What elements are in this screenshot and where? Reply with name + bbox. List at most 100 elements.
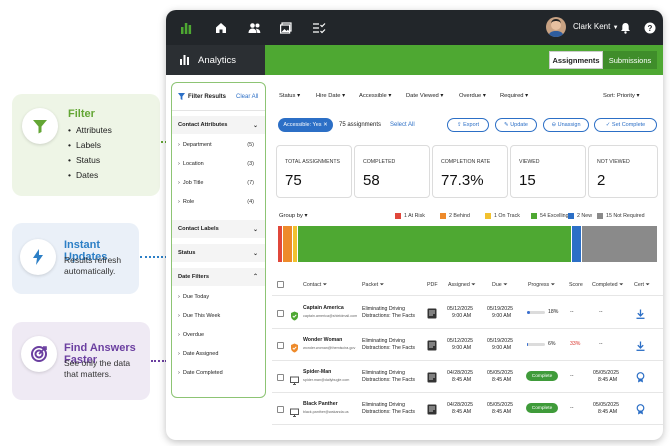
contact-name[interactable]: Captain America <box>303 305 344 311</box>
row-checkbox[interactable] <box>277 342 284 349</box>
filter-icon[interactable]: ⏷ <box>503 282 508 288</box>
filter-icon[interactable]: ⏷ <box>619 282 624 288</box>
unassign-button[interactable]: ⊖ Unassign <box>543 118 589 132</box>
update-button[interactable]: ✎ Update <box>495 118 537 132</box>
filter-icon[interactable]: ⏷ <box>322 282 327 288</box>
sidebar-item-date-assigned[interactable]: › Date Assigned <box>178 351 260 357</box>
section-label: Contact Labels <box>178 226 219 232</box>
bar-segment[interactable] <box>298 226 571 262</box>
bar-segment[interactable] <box>582 226 657 262</box>
contact-name[interactable]: Wonder Woman <box>303 337 343 343</box>
tab-submissions[interactable]: Submissions <box>603 51 657 69</box>
tab-assignments[interactable]: Assignments <box>549 51 603 69</box>
filter-icon[interactable]: ⏷ <box>550 282 555 288</box>
certificate-icon[interactable] <box>636 370 645 388</box>
sidebar-item-department[interactable]: › Department (5) <box>178 142 260 148</box>
col-cert[interactable]: Cert ⏷ <box>634 282 650 288</box>
users-icon[interactable] <box>246 20 262 36</box>
checklist-icon[interactable] <box>311 20 327 36</box>
bar-segment[interactable] <box>293 226 298 262</box>
avatar[interactable] <box>546 17 566 37</box>
caret-down-icon: ▾ <box>440 93 444 99</box>
col-contact[interactable]: Contact ⏷ <box>303 282 327 288</box>
section-date-filters[interactable]: Date Filters ⌃ <box>172 268 265 286</box>
filter-date-viewed[interactable]: Date Viewed ▾ <box>406 93 444 99</box>
col-progress[interactable]: Progress ⏷ <box>528 282 555 288</box>
sidebar-item-job-title[interactable]: › Job Title (7) <box>178 180 260 186</box>
download-icon[interactable] <box>636 306 645 324</box>
sidebar-title: Filter Results <box>188 94 227 100</box>
filter-overdue[interactable]: Overdue ▾ <box>459 93 486 99</box>
chevron-right-icon: › <box>178 332 180 338</box>
section-contact-labels[interactable]: Contact Labels ⌄ <box>172 220 265 238</box>
sort-dropdown[interactable]: Sort: Priority ▾ <box>603 93 640 99</box>
row-checkbox[interactable] <box>277 406 284 413</box>
legend-label: 2 Behind <box>449 213 470 219</box>
sidebar-item-overdue[interactable]: › Overdue <box>178 332 260 338</box>
col-assigned[interactable]: Assigned ⏷ <box>448 282 476 288</box>
select-all-checkbox[interactable] <box>277 281 284 288</box>
document-icon[interactable] <box>427 338 437 356</box>
packet-name: Distractions: The Facts <box>362 313 415 319</box>
sidebar-item-due-today[interactable]: › Due Today <box>178 294 260 300</box>
status-shield-icon <box>290 308 299 326</box>
bell-icon[interactable] <box>617 20 633 36</box>
col-completed[interactable]: Completed ⏷ <box>592 282 624 288</box>
filter-chip-accessible[interactable]: Accessible: Yes ✕ <box>278 118 333 132</box>
list-item: Status <box>68 153 112 168</box>
clear-all-link[interactable]: Clear All <box>236 94 259 100</box>
progress-status-badge: Complete <box>526 371 558 381</box>
document-icon[interactable] <box>427 402 437 420</box>
sidebar-item-role[interactable]: › Role (4) <box>178 199 260 205</box>
sidebar-item-location[interactable]: › Location (3) <box>178 161 260 167</box>
chevron-right-icon: › <box>178 294 180 300</box>
close-icon[interactable]: ✕ <box>323 122 328 128</box>
set-complete-button[interactable]: ✓ Set Complete <box>594 118 657 132</box>
document-icon[interactable] <box>427 306 437 324</box>
bar-segment[interactable] <box>283 226 293 262</box>
bar-segment[interactable] <box>571 226 581 262</box>
bar-segment[interactable] <box>278 226 283 262</box>
chevron-down-icon: ⌄ <box>252 123 258 129</box>
filter-icon[interactable]: ⏷ <box>645 282 650 288</box>
section-status[interactable]: Status ⌄ <box>172 244 265 262</box>
row-checkbox[interactable] <box>277 374 284 381</box>
user-name[interactable]: Clark Kent ▼ <box>573 22 619 31</box>
check-circle-icon: ✓ <box>605 122 611 128</box>
contact-email: captain.america@shieldmail.com <box>303 314 358 318</box>
stat-card-not-viewed: NOT VIEWED 2 <box>588 145 658 198</box>
filter-hire-date[interactable]: Hire Date ▾ <box>316 93 346 99</box>
sidebar-item-due-this-week[interactable]: › Due This Week <box>178 313 260 319</box>
filter-icon[interactable]: ⏷ <box>471 282 476 288</box>
document-icon[interactable] <box>427 370 437 388</box>
chevron-right-icon: › <box>178 161 180 167</box>
select-all-link[interactable]: Select All <box>390 122 415 128</box>
divider <box>172 110 265 111</box>
section-label: Contact Attributes <box>178 122 228 128</box>
filter-accessible[interactable]: Accessible ▾ <box>359 93 392 99</box>
stat-value: 2 <box>597 172 606 189</box>
contact-name[interactable]: Spider-Man <box>303 369 332 375</box>
col-due[interactable]: Due ⏷ <box>492 282 508 288</box>
filter-icon[interactable]: ⏷ <box>379 282 384 288</box>
col-packet[interactable]: Packet ⏷ <box>362 282 384 288</box>
contact-name[interactable]: Black Panther <box>303 401 338 407</box>
filter-status[interactable]: Status ▾ <box>279 93 300 99</box>
certificate-icon[interactable] <box>636 402 645 420</box>
group-by-dropdown[interactable]: Group by ▾ <box>279 213 308 219</box>
gallery-icon[interactable] <box>278 20 294 36</box>
download-icon[interactable] <box>636 338 645 356</box>
row-checkbox[interactable] <box>277 310 284 317</box>
help-icon[interactable]: ? <box>642 20 658 36</box>
section-label: Status <box>178 250 196 256</box>
sidebar-item-date-completed[interactable]: › Date Completed <box>178 370 260 376</box>
sidebar-item-label: Overdue <box>182 332 205 338</box>
filter-required[interactable]: Required ▾ <box>500 93 529 99</box>
bar-chart-logo-icon[interactable] <box>178 20 194 36</box>
divider <box>272 392 663 393</box>
home-icon[interactable] <box>213 20 229 36</box>
stat-card-rate: COMPLETION RATE 77.3% <box>432 145 508 198</box>
section-contact-attributes[interactable]: Contact Attributes ⌄ <box>172 116 265 134</box>
export-button[interactable]: ⇪ Export <box>447 118 489 132</box>
answers-callout-title: Find Answers Faster <box>64 342 136 366</box>
